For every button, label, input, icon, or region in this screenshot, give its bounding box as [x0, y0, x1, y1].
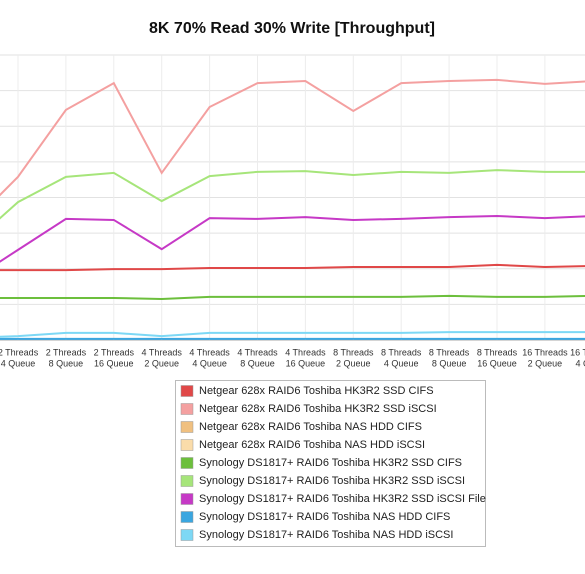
x-tick-label: 4 Threads: [237, 347, 278, 357]
x-tick-label: 8 Queue: [432, 358, 467, 368]
legend-swatch: [180, 511, 194, 523]
x-tick-label: 4 Queue: [192, 358, 227, 368]
series-line: [0, 263, 585, 272]
legend-label: Netgear 628x RAID6 Toshiba HK3R2 SSD iSC…: [199, 403, 437, 415]
legend-swatch: [180, 457, 194, 469]
x-tick-label: 4 Threads: [142, 347, 183, 357]
legend-box: [175, 380, 486, 547]
x-tick-label: 4 Queue: [576, 358, 585, 368]
chart-title: 8K 70% Read 30% Write [Throughput]: [149, 20, 435, 37]
legend-label: Netgear 628x RAID6 Toshiba NAS HDD iSCSI: [199, 439, 425, 451]
x-tick-label: 16 Threads: [570, 347, 585, 357]
legend-label: Synology DS1817+ RAID6 Toshiba NAS HDD i…: [199, 529, 453, 541]
x-tick-label: 2 Queue: [336, 358, 371, 368]
legend-label: Synology DS1817+ RAID6 Toshiba HK3R2 SSD…: [199, 493, 486, 505]
x-tick-label: 8 Threads: [381, 347, 422, 357]
x-tick-label: 2 Queue: [528, 358, 563, 368]
x-tick-label: 16 Threads: [522, 347, 568, 357]
legend-swatch: [180, 529, 194, 541]
x-tick-label: 8 Queue: [240, 358, 275, 368]
x-tick-label: 4 Threads: [285, 347, 326, 357]
grid: [0, 54, 585, 341]
legend-label: Synology DS1817+ RAID6 Toshiba HK3R2 SSD…: [199, 475, 465, 487]
series-line: [0, 169, 585, 220]
series-line: [0, 215, 585, 263]
x-tick-label: 8 Queue: [49, 358, 84, 368]
legend-label: Netgear 628x RAID6 Toshiba HK3R2 SSD CIF…: [199, 385, 434, 397]
legend-swatch: [180, 493, 194, 505]
legend-swatch: [180, 439, 194, 451]
legend-swatch: [180, 385, 194, 397]
x-tick-label: 8 Threads: [477, 347, 518, 357]
x-tick-label: 2 Queue: [144, 358, 179, 368]
x-tick-label: 16 Queue: [94, 358, 134, 368]
x-tick-label: 16 Queue: [477, 358, 517, 368]
legend-swatch: [180, 421, 194, 433]
x-tick-label: 4 Queue: [384, 358, 419, 368]
x-tick-label: 8 Threads: [429, 347, 470, 357]
legend-swatch: [180, 403, 194, 415]
legend-swatch: [180, 475, 194, 487]
series-line: [0, 78, 585, 197]
legend-label: Netgear 628x RAID6 Toshiba NAS HDD CIFS: [199, 421, 422, 433]
x-tick-label: 2 Threads: [94, 347, 135, 357]
legend-label: Synology DS1817+ RAID6 Toshiba HK3R2 SSD…: [199, 457, 462, 469]
x-tick-label: 2 Threads: [46, 347, 87, 357]
x-tick-label: 2 Threads: [0, 347, 39, 357]
x-tick-label: 4 Threads: [189, 347, 230, 357]
series-line: [0, 331, 585, 338]
lines: [0, 78, 585, 340]
legend-label: Synology DS1817+ RAID6 Toshiba NAS HDD C…: [199, 511, 450, 523]
x-tick-label: 8 Threads: [333, 347, 374, 357]
legend: Netgear 628x RAID6 Toshiba HK3R2 SSD CIF…: [180, 385, 486, 541]
x-tick-label: 4 Queue: [1, 358, 36, 368]
series-line: [0, 294, 585, 301]
x-tick-label: 16 Queue: [286, 358, 326, 368]
